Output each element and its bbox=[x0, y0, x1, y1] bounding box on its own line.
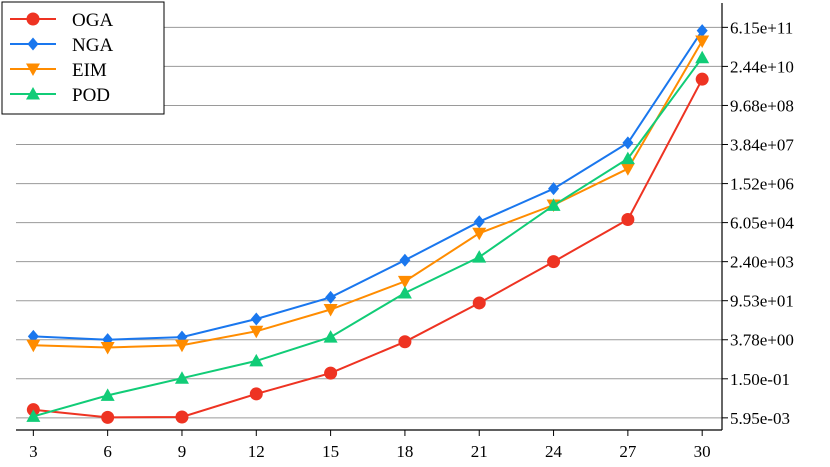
data-point bbox=[324, 366, 338, 380]
y-tick-label: 6.05e+04 bbox=[730, 214, 794, 233]
legend-label: NGA bbox=[72, 35, 113, 56]
data-point bbox=[622, 136, 634, 150]
data-point bbox=[175, 410, 189, 424]
legend-label: OGA bbox=[72, 10, 113, 31]
data-point bbox=[397, 275, 412, 289]
series-line bbox=[33, 78, 704, 419]
x-tick-label: 12 bbox=[248, 442, 265, 461]
data-point bbox=[249, 387, 263, 401]
series-eim bbox=[26, 35, 710, 355]
x-tick-label: 24 bbox=[545, 442, 563, 461]
data-point bbox=[472, 250, 487, 263]
data-point bbox=[399, 253, 411, 267]
data-point bbox=[27, 329, 39, 343]
data-point bbox=[26, 409, 41, 422]
data-point bbox=[621, 213, 635, 227]
data-point bbox=[323, 330, 338, 343]
data-point bbox=[620, 151, 635, 165]
y-tick-label: 3.78e+00 bbox=[730, 331, 794, 350]
data-point bbox=[695, 50, 710, 64]
series-nga bbox=[27, 24, 708, 347]
data-point bbox=[26, 339, 41, 353]
series-line bbox=[33, 30, 704, 341]
legend: OGA NGA EIM POD bbox=[1, 1, 165, 115]
x-tick-label: 15 bbox=[322, 442, 339, 461]
axes bbox=[16, 3, 723, 431]
data-point bbox=[249, 353, 264, 367]
data-point bbox=[250, 312, 262, 326]
x-tick-label: 30 bbox=[694, 442, 711, 461]
series-oga bbox=[26, 72, 709, 424]
data-point bbox=[695, 35, 710, 48]
series-pod bbox=[26, 50, 710, 422]
x-axis-ticks: 3 6 9 12 15 18 21 24 27 30 bbox=[29, 430, 711, 461]
y-tick-label: 3.84e+07 bbox=[730, 136, 794, 155]
y-tick-label: 9.53e+01 bbox=[730, 292, 794, 311]
y-tick-label: 5.95e-03 bbox=[730, 409, 790, 428]
data-point bbox=[695, 72, 709, 86]
data-point bbox=[473, 215, 485, 229]
data-point bbox=[100, 341, 115, 355]
data-point bbox=[547, 255, 561, 269]
series-line bbox=[33, 40, 704, 349]
series-line bbox=[33, 57, 704, 418]
x-tick-label: 27 bbox=[619, 442, 637, 461]
legend-label: POD bbox=[72, 85, 110, 106]
data-point bbox=[472, 296, 486, 310]
data-point bbox=[249, 325, 264, 339]
x-tick-label: 3 bbox=[29, 442, 38, 461]
legend-label: EIM bbox=[72, 60, 107, 81]
x-tick-label: 6 bbox=[103, 442, 112, 461]
data-point bbox=[27, 37, 39, 51]
data-point bbox=[100, 388, 115, 401]
data-point bbox=[26, 12, 40, 26]
y-tick-label: 9.68e+08 bbox=[730, 96, 794, 115]
y-tick-label: 2.40e+03 bbox=[730, 253, 794, 272]
y-tick-label: 1.52e+06 bbox=[730, 175, 794, 194]
data-point bbox=[546, 198, 561, 211]
data-point bbox=[472, 227, 487, 241]
y-tick-label: 1.50e-01 bbox=[730, 370, 790, 389]
y-axis-ticks: 5.95e-03 1.50e-01 3.78e+00 9.53e+01 2.40e+03… bbox=[722, 18, 794, 428]
data-point bbox=[325, 290, 337, 304]
data-point bbox=[696, 24, 708, 38]
data-point bbox=[174, 371, 189, 384]
data-point bbox=[323, 304, 338, 317]
data-point bbox=[620, 163, 635, 176]
y-tick-label: 6.15e+11 bbox=[730, 18, 793, 37]
x-tick-label: 18 bbox=[396, 442, 413, 461]
data-point bbox=[26, 63, 40, 76]
y-tick-label: 2.44e+10 bbox=[730, 57, 794, 76]
data-point bbox=[398, 335, 412, 349]
data-point bbox=[397, 285, 412, 299]
data-point bbox=[101, 410, 115, 424]
series-layer bbox=[26, 24, 710, 424]
x-tick-label: 9 bbox=[178, 442, 187, 461]
data-point bbox=[548, 182, 560, 196]
x-tick-label: 21 bbox=[471, 442, 488, 461]
data-point bbox=[26, 87, 40, 100]
data-point bbox=[174, 339, 189, 353]
